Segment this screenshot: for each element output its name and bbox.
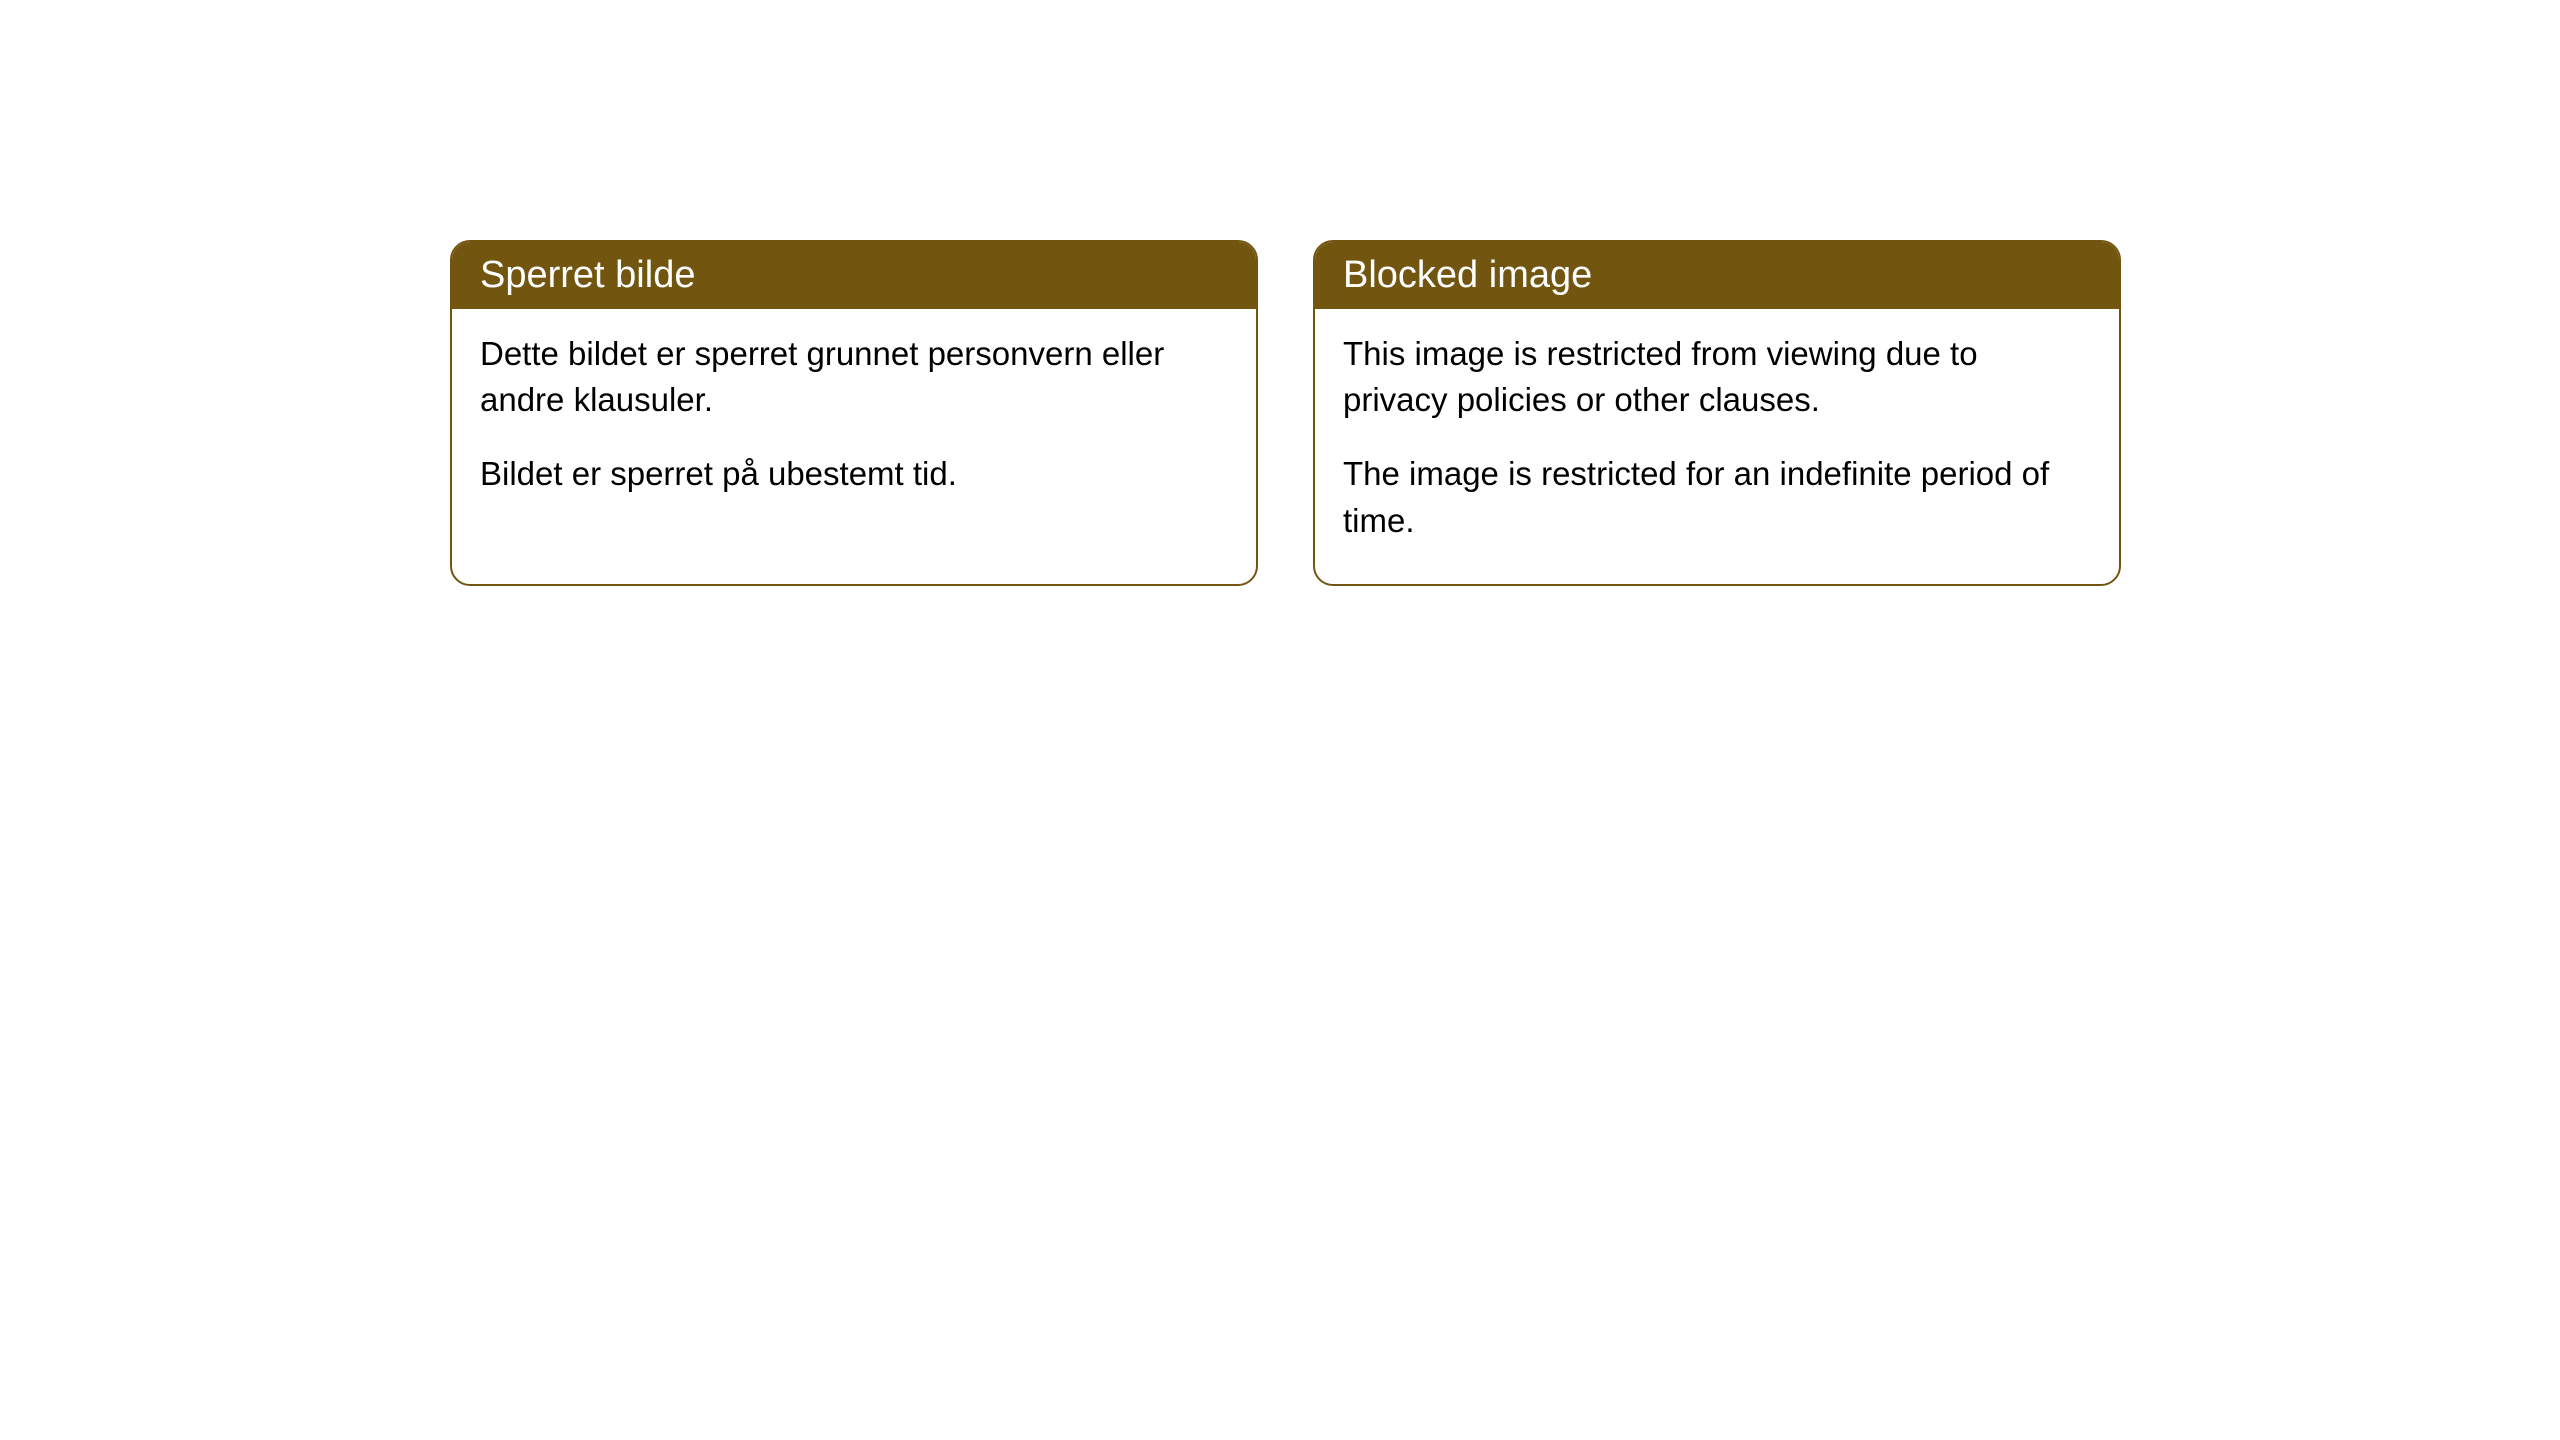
- card-paragraph-no-2: Bildet er sperret på ubestemt tid.: [480, 451, 1228, 497]
- card-paragraph-no-1: Dette bildet er sperret grunnet personve…: [480, 331, 1228, 423]
- blocked-image-card-en: Blocked image This image is restricted f…: [1313, 240, 2121, 586]
- card-paragraph-en-2: The image is restricted for an indefinit…: [1343, 451, 2091, 543]
- card-title-en: Blocked image: [1343, 254, 1592, 296]
- blocked-image-card-no: Sperret bilde Dette bildet er sperret gr…: [450, 240, 1258, 586]
- card-header-en: Blocked image: [1315, 242, 2119, 309]
- card-paragraph-en-1: This image is restricted from viewing du…: [1343, 331, 2091, 423]
- card-body-no: Dette bildet er sperret grunnet personve…: [452, 309, 1256, 538]
- notice-cards-container: Sperret bilde Dette bildet er sperret gr…: [450, 240, 2121, 586]
- card-body-en: This image is restricted from viewing du…: [1315, 309, 2119, 584]
- card-title-no: Sperret bilde: [480, 254, 695, 296]
- card-header-no: Sperret bilde: [452, 242, 1256, 309]
